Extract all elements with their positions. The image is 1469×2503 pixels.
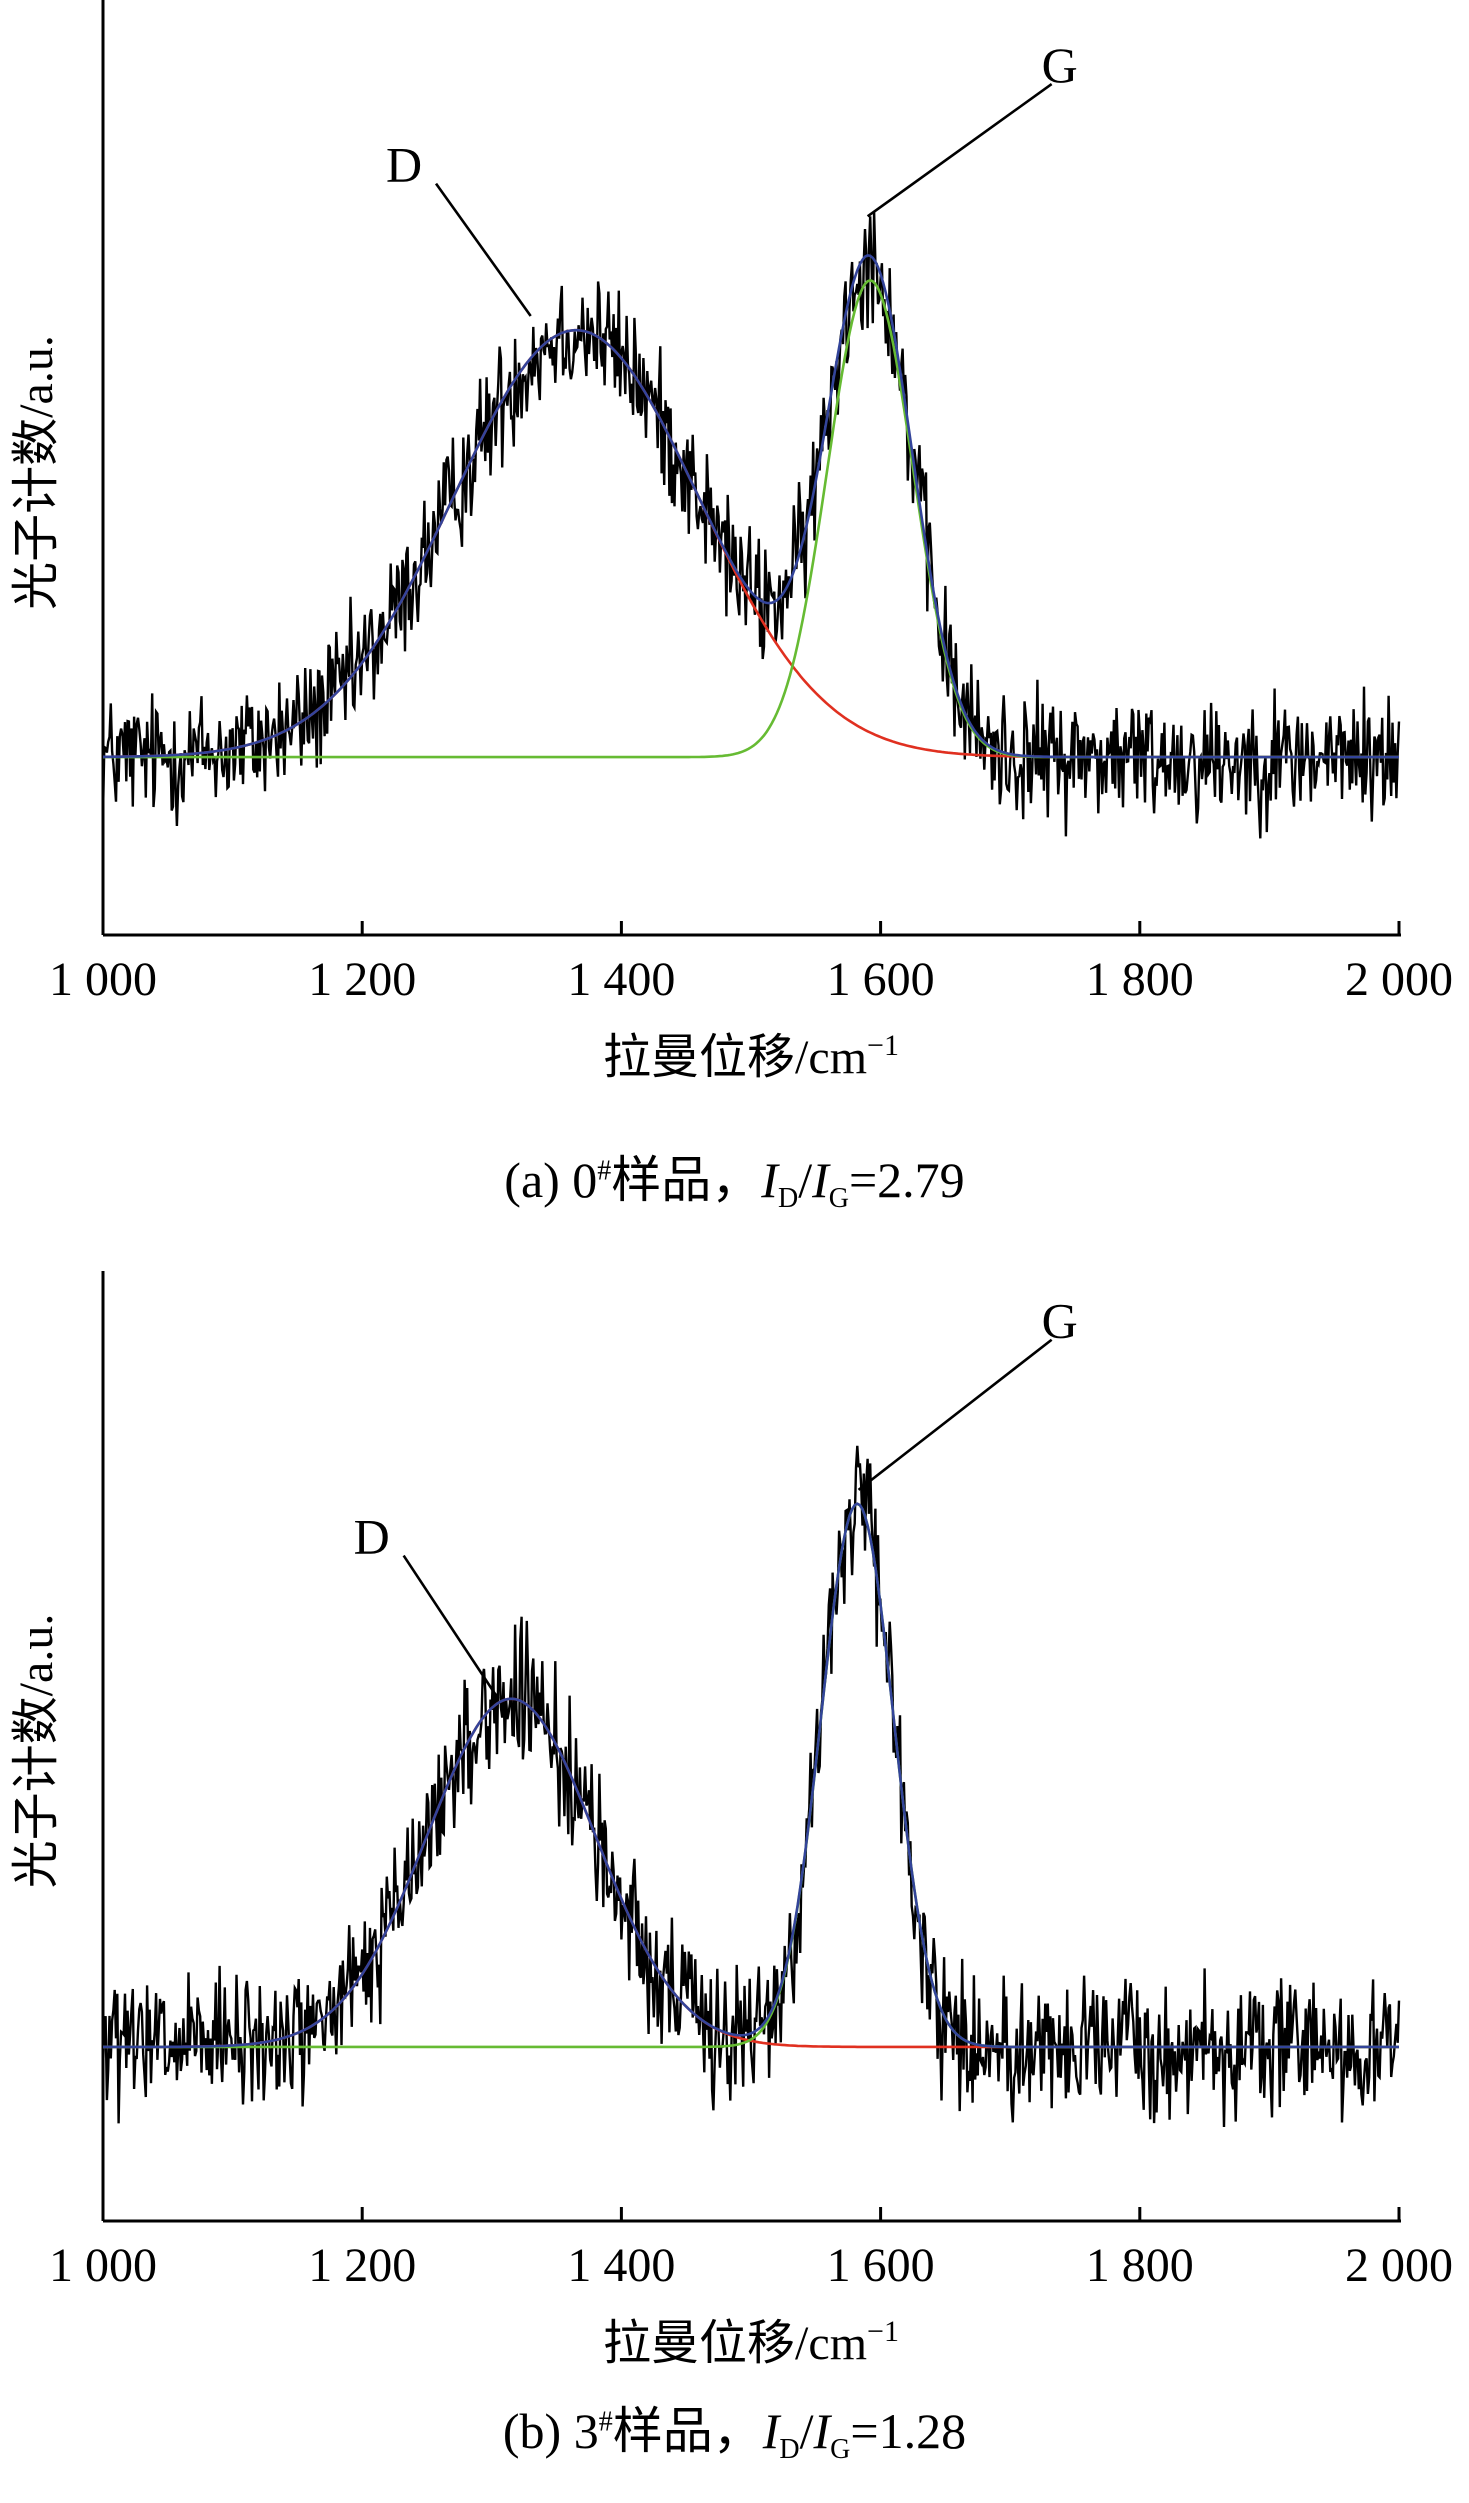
caption-a-prefix: (a) 0 — [504, 1152, 598, 1208]
caption-a-sup: # — [597, 1155, 612, 1187]
caption-a-sub-g: G — [828, 1183, 849, 1214]
caption-b-prefix: (b) 3 — [502, 2403, 599, 2459]
chart-panel-a: 1 000 1 200 1 400 1 600 1 800 2 000 拉曼位移/cm−1 光… — [0, 0, 1469, 1251]
x-tick-label: 1 200 — [308, 2239, 416, 2292]
caption-a-slash: / — [798, 1152, 813, 1208]
caption-b: (b) 3#样品，ID/IG=1.28 — [0, 2391, 1469, 2466]
chart-panel-b: 1 000 1 200 1 400 1 600 1 800 2 000 拉曼位移/cm−1 光… — [0, 1251, 1469, 2503]
caption-b-slash: / — [799, 2403, 814, 2459]
annotation-leader-d — [434, 182, 532, 317]
y-axis-title: 光子计数/a.u. — [10, 335, 63, 610]
caption-a-sub-d: D — [777, 1183, 799, 1214]
caption-b-sub-d: D — [779, 2434, 800, 2465]
x-axis-title-superscript: −1 — [867, 2315, 899, 2348]
caption-a-i2: I — [812, 1152, 829, 1208]
x-tick-label: 2 000 — [1345, 2239, 1453, 2292]
annotation-leader-g — [857, 1338, 1053, 1491]
caption-b-value: =1.28 — [850, 2403, 967, 2459]
annotation-g: G — [1042, 37, 1078, 93]
caption-a-value: =2.79 — [848, 1152, 965, 1208]
raman-chart-b: 1 000 1 200 1 400 1 600 1 800 2 000 拉曼位移/cm−1 光… — [10, 1271, 1453, 2370]
caption-b-sub-g: G — [830, 2434, 851, 2465]
caption-b-sample: 样品， — [612, 2403, 763, 2459]
raw-spectrum-line — [101, 211, 1401, 839]
annotation-leader-d — [402, 1554, 500, 1700]
x-tick-label: 1 800 — [1086, 953, 1194, 1006]
annotation-g: G — [1042, 1293, 1078, 1349]
x-tick-label: 1 600 — [827, 2239, 935, 2292]
x-tick-label: 1 600 — [827, 953, 935, 1006]
x-tick-label: 1 800 — [1086, 2239, 1194, 2292]
x-tick-label: 1 400 — [567, 2239, 675, 2292]
annotation-d: D — [354, 1509, 390, 1565]
caption-b-sup: # — [598, 2406, 613, 2438]
x-tick-label: 1 400 — [567, 953, 675, 1006]
annotation-d: D — [386, 137, 422, 193]
envelope-fit-line — [103, 1502, 1399, 2049]
x-axis-title: 拉曼位移/cm−1 — [603, 2315, 899, 2370]
caption-a-i1: I — [761, 1152, 778, 1208]
g-band-fit-line — [103, 1502, 1399, 2049]
x-axis-title-superscript: −1 — [867, 1029, 899, 1062]
annotation-leader-g — [866, 82, 1053, 218]
envelope-fit-line — [103, 254, 1399, 759]
caption-a-sample: 样品， — [611, 1152, 762, 1208]
raw-spectrum-line — [101, 1445, 1401, 2128]
x-tick-label: 1 000 — [49, 953, 157, 1006]
caption-b-i2: I — [813, 2403, 831, 2459]
caption-b-i1: I — [762, 2403, 780, 2459]
x-tick-label: 2 000 — [1345, 953, 1453, 1006]
x-axis-title: 拉曼位移/cm−1 — [603, 1029, 899, 1084]
caption-a: (a) 0#样品，ID/IG=2.79 — [0, 1140, 1469, 1215]
x-tick-label: 1 000 — [49, 2239, 157, 2292]
x-tick-label: 1 200 — [308, 953, 416, 1006]
y-axis-title: 光子计数/a.u. — [10, 1614, 63, 1889]
raman-chart-a: 1 000 1 200 1 400 1 600 1 800 2 000 拉曼位移/cm−1 光… — [10, 0, 1453, 1084]
